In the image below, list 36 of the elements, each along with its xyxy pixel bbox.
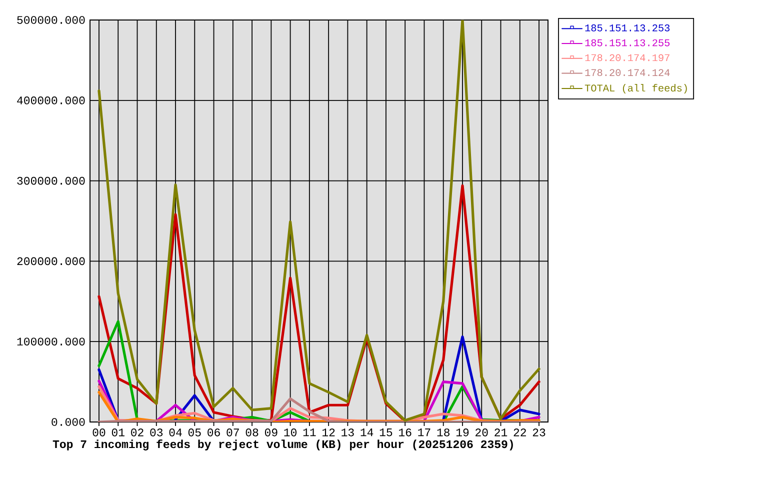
text: Top 7 incoming feeds by reject volume (KB) per hour (20251206 2359) bbox=[52, 440, 513, 450]
x-tick-label: 12 bbox=[322, 428, 335, 436]
y-tick-label: 0.000 bbox=[52, 418, 85, 426]
legend-label: 185.151.13.253 bbox=[585, 24, 670, 32]
x-tick-label: 04 bbox=[169, 428, 182, 436]
legend-label: 178.20.174.124 bbox=[585, 69, 670, 76]
legend-label: TOTAL (all feeds) bbox=[584, 84, 687, 94]
x-tick-label: 10 bbox=[284, 428, 296, 436]
x-tick-label: 09 bbox=[264, 428, 278, 436]
y-tick-label: 300000.000 bbox=[17, 176, 85, 185]
x-tick-label: 18 bbox=[437, 428, 450, 436]
x-tick-label: 14 bbox=[360, 428, 374, 436]
x-tick-label: 23 bbox=[532, 428, 546, 436]
x-tick-label: 00 bbox=[92, 428, 106, 436]
x-tick-label: 13 bbox=[342, 428, 354, 436]
x-tick-label: 11 bbox=[303, 428, 316, 436]
x-tick-label: 21 bbox=[494, 428, 508, 436]
y-tick-label: 400000.000 bbox=[17, 96, 85, 104]
x-tick-label: 16 bbox=[399, 428, 412, 436]
x-tick-label: 22 bbox=[514, 428, 526, 436]
y-tick-label: 500000.000 bbox=[17, 16, 85, 24]
x-tick-label: 20 bbox=[476, 428, 488, 436]
y-tick-label: 200000.000 bbox=[17, 257, 85, 266]
x-tick-label: 03 bbox=[150, 428, 163, 436]
x-tick-label: 19 bbox=[456, 428, 469, 436]
x-tick-label: 15 bbox=[380, 428, 392, 436]
legend-label: 178.20.174.197 bbox=[585, 54, 670, 62]
x-tick-label: 06 bbox=[208, 428, 220, 436]
x-tick-label: 01 bbox=[112, 428, 124, 436]
x-tick-label: 08 bbox=[246, 428, 258, 436]
x-tick-label: 05 bbox=[188, 428, 201, 436]
x-tick-label: 17 bbox=[418, 428, 430, 436]
y-tick-label: 100000.000 bbox=[17, 338, 85, 346]
x-tick-label: 07 bbox=[226, 428, 239, 436]
legend-label: 185.151.13.255 bbox=[585, 39, 670, 46]
x-tick-label: 02 bbox=[131, 428, 144, 436]
